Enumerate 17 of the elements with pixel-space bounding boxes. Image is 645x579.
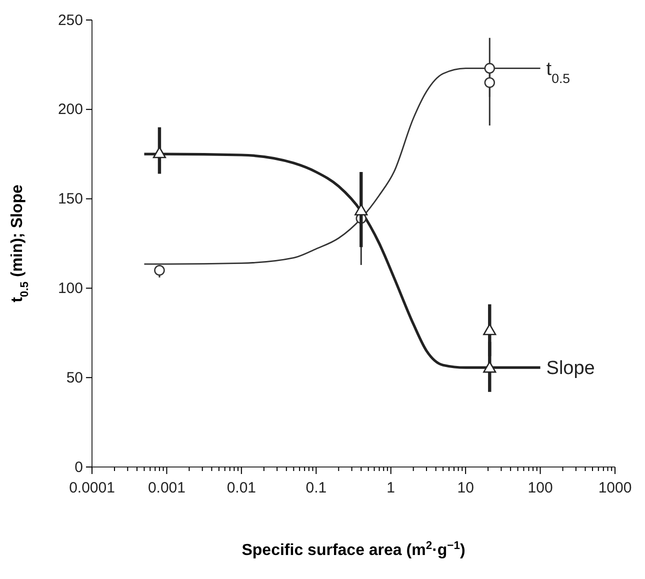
x-tick-label: 0.0001 bbox=[69, 480, 115, 496]
x-tick-label: 1 bbox=[386, 480, 396, 496]
series-label: Slope bbox=[546, 358, 595, 380]
x-tick-label: 1000 bbox=[598, 480, 632, 496]
y-tick-label: 100 bbox=[58, 280, 83, 297]
x-tick-label: 0.01 bbox=[226, 480, 256, 496]
y-tick-label: 200 bbox=[58, 101, 83, 118]
y-tick-label: 150 bbox=[58, 190, 83, 208]
y-tick-label: 250 bbox=[58, 12, 83, 29]
x-tick-label: 10 bbox=[457, 480, 474, 496]
series-label: t$_{0.5}$ bbox=[546, 58, 570, 86]
y-tick-label: 0 bbox=[74, 458, 83, 476]
x-tick-label: 100 bbox=[528, 480, 553, 496]
x-tick-label: 0.001 bbox=[148, 480, 186, 496]
x-tick-label: 0.1 bbox=[306, 480, 327, 496]
x-axis-title: Specific surface area (m$^{2}$·g$^{−1}$) bbox=[242, 540, 466, 559]
y-tick-label: 50 bbox=[66, 369, 83, 386]
